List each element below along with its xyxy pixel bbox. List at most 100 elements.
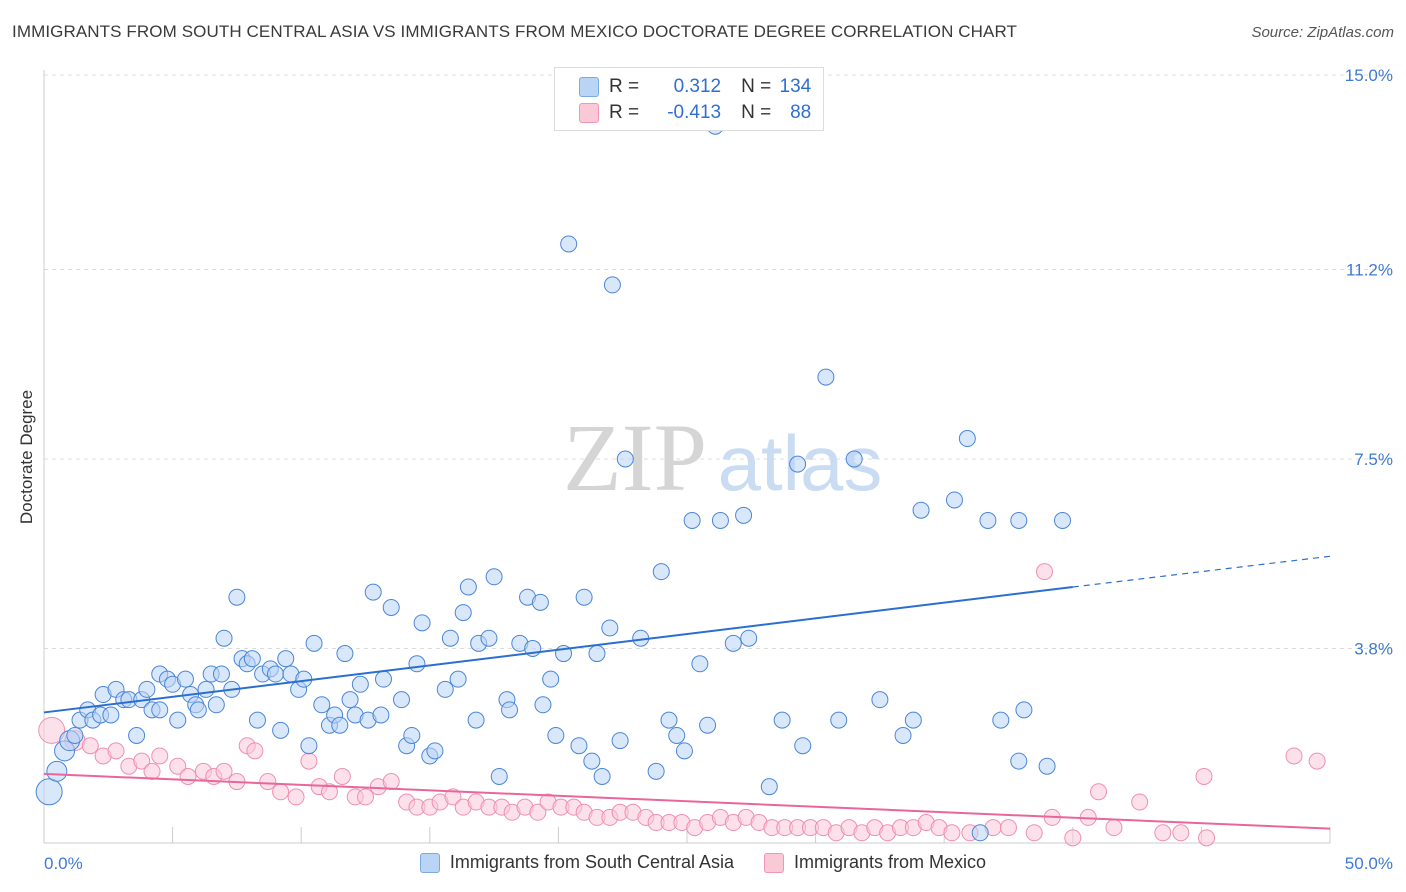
y-axis-label: Doctorate Degree xyxy=(17,390,36,524)
data-point xyxy=(151,701,169,719)
data-point xyxy=(454,604,472,622)
axis-labels: 3.8% 7.5% 11.2% 15.0% 0.0% 50.0% Doctorate Deg… xyxy=(17,66,1393,873)
data-point xyxy=(81,737,99,755)
data-point xyxy=(529,803,547,821)
watermark-zip: ZIP xyxy=(563,404,707,511)
data-point xyxy=(300,737,318,755)
data-point xyxy=(904,711,922,729)
data-point xyxy=(272,721,290,739)
source-label: Source: ZipAtlas.com xyxy=(1251,24,1394,41)
data-point xyxy=(1000,819,1017,837)
n-value: 134 xyxy=(779,76,812,97)
data-point xyxy=(794,737,812,755)
data-point xyxy=(789,455,807,473)
data-point xyxy=(603,276,621,294)
data-point xyxy=(305,634,323,652)
data-point xyxy=(1038,757,1056,775)
watermark: ZIP atlas xyxy=(563,404,882,511)
trend-lines xyxy=(43,555,1331,830)
data-point xyxy=(444,788,462,806)
pink-swatch-icon xyxy=(579,103,599,123)
data-point xyxy=(547,726,565,744)
data-point xyxy=(652,563,670,581)
data-point xyxy=(542,670,560,688)
x-tick-label: 50.0% xyxy=(1345,854,1393,873)
data-point xyxy=(351,675,369,693)
trend-line-extension xyxy=(1072,555,1331,588)
data-point xyxy=(699,716,717,734)
data-point xyxy=(683,511,701,529)
data-point xyxy=(534,696,552,714)
data-point xyxy=(724,634,742,652)
data-point xyxy=(675,742,693,760)
data-point xyxy=(341,691,359,709)
data-point xyxy=(570,737,588,755)
data-point xyxy=(372,706,390,724)
data-point xyxy=(207,696,225,714)
data-point xyxy=(408,655,426,673)
data-point xyxy=(413,614,431,632)
south-central-asia-points xyxy=(35,117,1072,842)
data-point xyxy=(266,665,284,683)
legend-item-south-central-asia: Immigrants from South Central Asia xyxy=(419,852,735,873)
data-point xyxy=(611,732,629,750)
y-tick-label: 3.8% xyxy=(1354,639,1393,658)
stats-legend: R = 0.312 N = 134 R = -0.413 N = 88 xyxy=(554,67,824,131)
legend-label: Immigrants from South Central Asia xyxy=(449,852,735,872)
data-point xyxy=(35,778,63,806)
data-point xyxy=(668,726,686,744)
data-point xyxy=(1105,819,1123,837)
data-point xyxy=(647,762,665,780)
data-point xyxy=(143,762,161,780)
data-point xyxy=(830,711,848,729)
data-point xyxy=(197,680,215,698)
data-point xyxy=(459,578,477,596)
data-point xyxy=(943,824,961,842)
data-point xyxy=(333,767,351,785)
blue-swatch-icon xyxy=(419,852,440,873)
data-point xyxy=(660,711,678,729)
data-point xyxy=(169,757,187,775)
data-point xyxy=(735,506,753,524)
data-point xyxy=(467,711,485,729)
data-point xyxy=(449,670,467,688)
r-value: 0.312 xyxy=(673,76,722,97)
data-point xyxy=(246,742,264,760)
data-point xyxy=(212,665,230,683)
n-label: N = xyxy=(741,76,772,97)
trend-line-mexico xyxy=(43,772,1331,830)
data-point xyxy=(871,691,889,709)
data-point xyxy=(894,726,912,744)
data-point xyxy=(740,629,758,647)
data-point xyxy=(480,629,498,647)
data-point xyxy=(179,767,197,785)
data-point xyxy=(1090,783,1108,801)
data-point xyxy=(403,726,421,744)
r-value: -0.413 xyxy=(667,102,722,123)
data-point xyxy=(272,783,290,801)
data-point xyxy=(1308,752,1326,770)
chart-title: IMMIGRANTS FROM SOUTH CENTRAL ASIA VS IM… xyxy=(12,22,1018,41)
data-point xyxy=(138,680,156,698)
r-label: R = xyxy=(609,102,640,123)
x-tick-label: 0.0% xyxy=(44,854,83,873)
y-tick-label: 7.5% xyxy=(1354,450,1393,469)
data-point xyxy=(1285,747,1303,765)
data-point xyxy=(773,711,791,729)
data-point xyxy=(277,650,295,668)
legend-item-mexico: Immigrants from Mexico xyxy=(764,852,986,873)
data-point xyxy=(817,368,835,386)
data-point xyxy=(945,491,963,509)
data-point xyxy=(1172,824,1190,842)
data-point xyxy=(169,711,187,729)
data-point xyxy=(1010,752,1028,770)
stats-row-mexico: R = -0.413 N = 88 xyxy=(579,101,811,125)
data-point xyxy=(436,680,454,698)
data-point xyxy=(912,501,930,519)
data-point xyxy=(845,450,863,468)
data-point xyxy=(531,593,549,611)
data-point xyxy=(958,430,976,448)
data-point xyxy=(336,645,354,663)
data-point xyxy=(382,598,400,616)
